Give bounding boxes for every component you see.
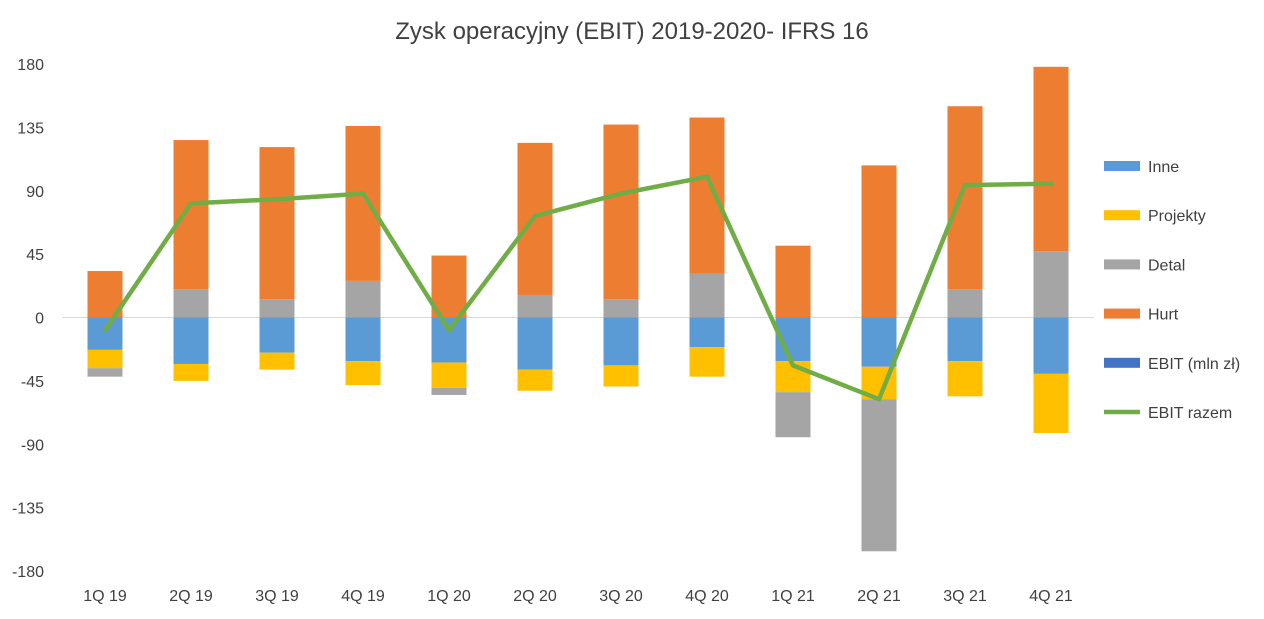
x-tick-label: 4Q 21 [1029,588,1073,605]
x-tick-label: 1Q 20 [427,588,471,605]
bar-detal [947,289,983,318]
bar-inne [603,317,639,366]
x-tick-label: 2Q 20 [513,588,557,605]
bar-inne [173,317,209,364]
bar-detal [775,392,811,438]
bar-inne [861,317,897,367]
bar-projekty [259,352,295,370]
x-tick-label: 4Q 20 [685,588,729,605]
bar-detal [259,299,295,318]
bar-projekty [947,361,983,397]
line-point [360,191,366,196]
bar-detal [689,273,725,318]
y-tick-label: -180 [12,564,44,581]
bar-hurt [431,255,467,318]
y-tick-label: -45 [21,374,44,391]
line-point [446,327,452,333]
line-point [876,396,882,402]
line-point [188,201,194,206]
line-point [1048,181,1054,186]
bar-projekty [345,361,381,386]
line-point [274,197,280,202]
bar-hurt [775,245,811,318]
chart-title: Zysk operacyjny (EBIT) 2019-2020- IFRS 1… [395,18,869,45]
bar-detal [87,368,123,377]
bar-inne [1033,317,1069,374]
bar-detal [861,399,897,552]
bar-detal [1033,251,1069,318]
y-tick-label: -90 [21,437,44,454]
bar-inne [87,317,123,350]
line-point [532,213,538,219]
legend-label: Detal [1148,257,1185,274]
line-point [790,363,796,368]
x-tick-label: 1Q 21 [771,588,815,605]
bar-inne [259,317,295,353]
x-tick-label: 3Q 20 [599,588,643,605]
bar-projekty [1033,373,1069,433]
bar-hurt [861,165,897,318]
bar-hurt [947,106,983,290]
y-tick-label: 0 [35,311,44,328]
bar-projekty [173,363,209,381]
bar-projekty [603,365,639,387]
x-tick-label: 3Q 21 [943,588,987,605]
x-tick-label: 4Q 19 [341,588,385,605]
bar-inne [345,317,381,362]
x-tick-label: 2Q 21 [857,588,901,605]
bar-inne [689,317,725,348]
bar-detal [431,387,467,395]
x-tick-label: 1Q 19 [83,588,127,605]
bar-hurt [345,125,381,281]
line-point [704,174,710,179]
bar-detal [345,280,381,318]
bar-hurt [603,124,639,300]
bar-detal [517,294,553,318]
y-tick-label: 45 [26,247,44,264]
bar-hurt [1033,66,1069,252]
legend-label: Projekty [1148,208,1206,225]
line-ebit-razem [102,174,1054,402]
bar-inne [517,317,553,370]
legend-swatch [1104,259,1140,270]
bar-hurt [259,147,295,300]
y-tick-label: 90 [26,184,44,201]
line-point [102,327,108,333]
legend-label: Hurt [1148,307,1179,324]
y-tick-label: 135 [17,120,44,137]
bar-inne [947,317,983,362]
bar-inne [431,317,467,363]
legend-swatch [1104,210,1140,221]
line-point [618,191,624,196]
legend-label: EBIT (mln zł) [1148,356,1240,373]
legend-label: Inne [1148,159,1179,176]
line-point [962,182,968,188]
legend-swatch [1104,161,1140,171]
bar-projekty [431,362,467,388]
bar-hurt [173,140,209,290]
bar-detal [173,289,209,318]
legend-swatch [1104,357,1140,368]
y-tick-label: 180 [17,57,44,74]
x-tick-label: 2Q 19 [169,588,213,605]
bar-projekty [517,369,553,391]
legend-swatch [1104,308,1140,319]
bar-hurt [689,117,725,274]
y-tick-label: -135 [12,501,44,518]
bar-detal [603,299,639,318]
bar-projekty [87,349,123,369]
bar-projekty [689,347,725,377]
legend-label: EBIT razem [1148,405,1232,422]
x-tick-label: 3Q 19 [255,588,299,605]
